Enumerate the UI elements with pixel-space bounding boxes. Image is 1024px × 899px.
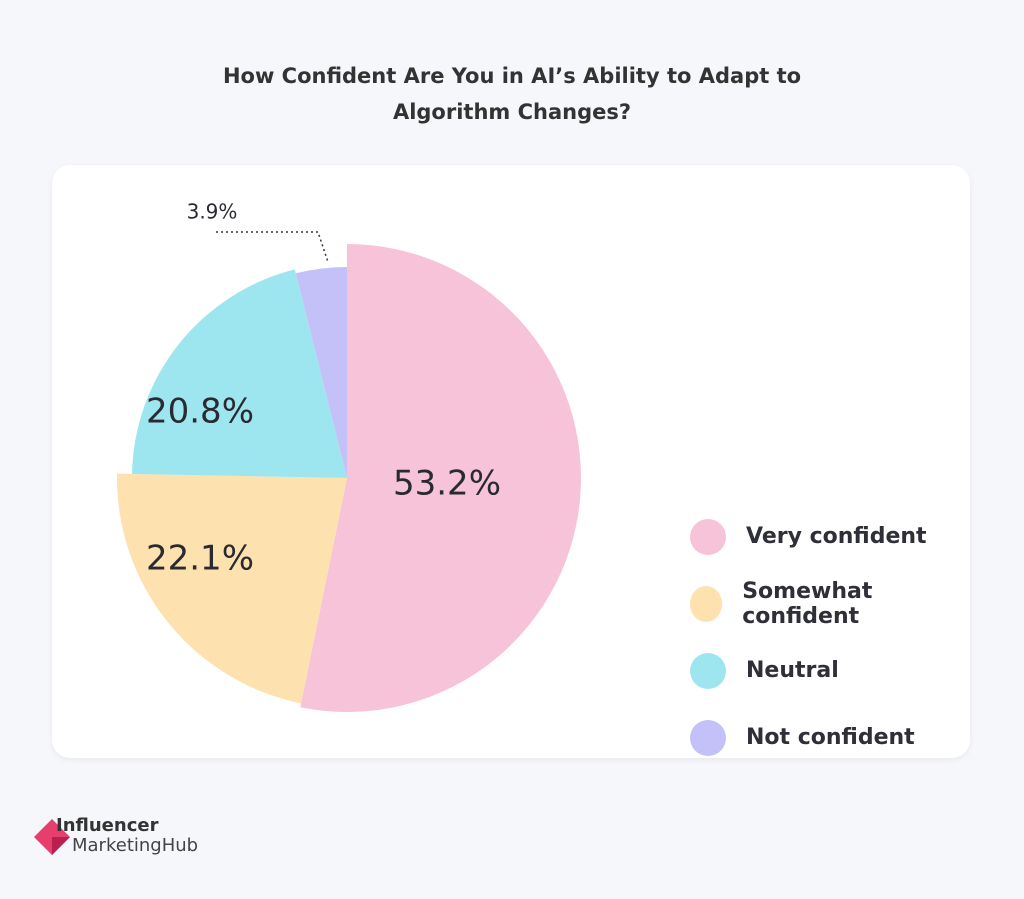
pie-chart: 53.2% 22.1% 20.8% 3.9% bbox=[116, 200, 582, 712]
leader-line bbox=[216, 231, 329, 263]
legend-swatch bbox=[690, 719, 726, 756]
pie-slice-very-confident bbox=[300, 244, 582, 712]
pie-slice-neutral bbox=[132, 269, 347, 478]
legend-label: Neutral bbox=[746, 658, 839, 683]
logo-line-2: MarketingHub bbox=[72, 835, 199, 856]
data-label: 20.8% bbox=[146, 392, 254, 432]
legend: Very confident Somewhat confident Neutral N… bbox=[690, 503, 970, 771]
chart-title: How Confident Are You in AI’s Ability to… bbox=[0, 58, 1024, 130]
legend-swatch bbox=[690, 518, 726, 555]
legend-swatch bbox=[690, 652, 726, 689]
legend-item: Not confident bbox=[690, 704, 970, 771]
legend-label: Not confident bbox=[746, 725, 915, 750]
logo-diamond-icon bbox=[34, 819, 70, 855]
legend-swatch bbox=[690, 585, 723, 622]
legend-label: Very confident bbox=[746, 524, 927, 549]
legend-item: Somewhat confident bbox=[690, 570, 970, 637]
logo-line-1: Influencer bbox=[56, 815, 159, 836]
chart-card: 53.2% 22.1% 20.8% 3.9% Very confident Somewh… bbox=[52, 165, 970, 758]
title-line-2: Algorithm Changes? bbox=[392, 100, 632, 124]
data-label: 53.2% bbox=[393, 464, 501, 504]
data-label: 3.9% bbox=[187, 200, 238, 224]
data-label: 22.1% bbox=[146, 539, 254, 579]
pie-slice-somewhat-confident bbox=[116, 473, 348, 704]
legend-item: Very confident bbox=[690, 503, 970, 570]
title-line-1: How Confident Are You in AI’s Ability to… bbox=[222, 64, 802, 88]
legend-item: Neutral bbox=[690, 637, 970, 704]
pie-slice-not-confident bbox=[295, 267, 347, 478]
legend-label: Somewhat confident bbox=[742, 578, 873, 629]
